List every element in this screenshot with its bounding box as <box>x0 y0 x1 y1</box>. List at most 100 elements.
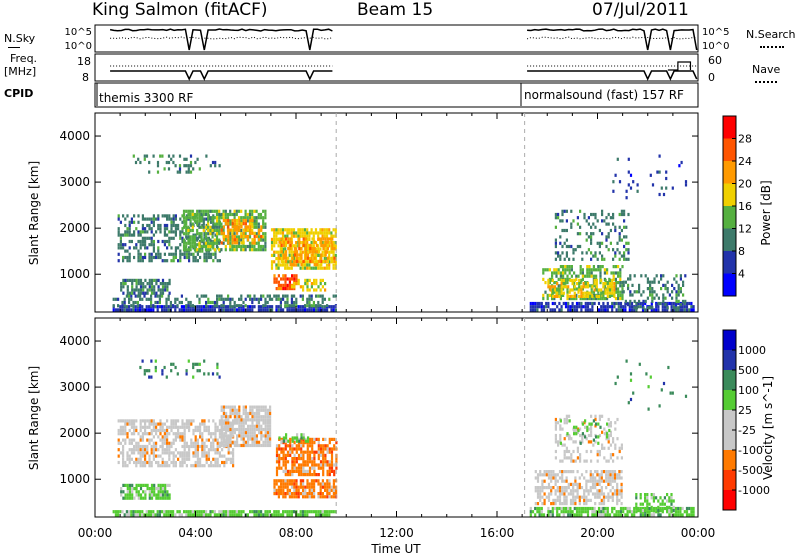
data-cell <box>248 216 252 220</box>
data-cell <box>590 427 593 431</box>
data-cell <box>284 444 287 448</box>
data-cell <box>330 466 334 470</box>
data-cell <box>590 440 593 444</box>
data-cell <box>291 256 294 260</box>
data-cell <box>207 222 210 226</box>
data-cell <box>575 510 579 514</box>
data-cell <box>251 222 254 226</box>
data-cell <box>594 502 597 506</box>
data-cell <box>567 513 570 517</box>
data-cell <box>251 209 254 213</box>
data-cell <box>603 432 606 436</box>
data-cell <box>141 217 144 221</box>
data-cell <box>546 297 549 301</box>
data-cell <box>670 513 673 517</box>
data-cell <box>154 513 157 517</box>
data-cell <box>280 488 283 492</box>
data-cell <box>161 438 164 442</box>
data-cell <box>556 479 559 483</box>
data-cell <box>130 457 133 461</box>
data-cell <box>139 419 142 423</box>
data-cell <box>213 241 216 245</box>
data-cell <box>633 308 636 312</box>
data-cell <box>185 422 188 426</box>
data-cell <box>233 248 236 252</box>
data-cell <box>166 483 169 487</box>
data-cell <box>319 466 323 470</box>
data-cell <box>679 290 682 294</box>
data-cell <box>299 285 302 289</box>
data-cell <box>229 434 232 438</box>
data-cell <box>196 209 199 213</box>
data-cell <box>562 285 565 289</box>
colorbar-tick-label: 8 <box>738 245 745 258</box>
data-cell <box>690 506 693 511</box>
data-cell <box>232 448 235 452</box>
data-cell <box>550 502 553 506</box>
data-cell <box>222 228 225 233</box>
data-cell <box>638 299 641 303</box>
data-cell <box>330 234 333 238</box>
data-cell <box>182 219 186 223</box>
data-cell <box>282 495 285 499</box>
data-cell <box>297 228 300 232</box>
data-cell <box>637 509 640 513</box>
data-cell <box>598 251 601 255</box>
colorbar-swatch <box>723 430 736 450</box>
data-cell <box>135 464 138 468</box>
data-cell <box>650 509 653 513</box>
data-cell <box>311 247 314 251</box>
data-cell <box>630 308 634 312</box>
data-cell <box>237 244 241 249</box>
data-cell <box>670 502 673 506</box>
data-cell <box>207 244 210 249</box>
data-cell <box>582 282 585 286</box>
data-cell <box>557 277 560 281</box>
data-cell <box>212 464 215 468</box>
data-cell <box>662 296 665 300</box>
data-cell <box>148 419 151 423</box>
data-cell <box>139 493 143 497</box>
data-cell <box>565 498 568 502</box>
data-cell <box>137 282 140 286</box>
data-cell <box>135 448 138 452</box>
data-cell <box>607 248 610 252</box>
data-cell <box>317 453 320 457</box>
data-cell <box>220 431 223 435</box>
data-cell <box>328 263 331 267</box>
data-cell <box>167 154 171 158</box>
data-cell <box>200 235 203 239</box>
data-cell <box>556 510 559 514</box>
data-cell <box>207 241 210 245</box>
data-cell <box>150 510 153 514</box>
data-cell <box>218 305 221 309</box>
data-cell <box>238 431 241 435</box>
data-cell <box>290 510 293 514</box>
data-cell <box>592 222 595 226</box>
data-cell <box>598 228 601 233</box>
data-cell <box>277 280 280 284</box>
data-cell <box>610 293 613 297</box>
data-cell <box>282 485 285 489</box>
data-cell <box>253 415 256 419</box>
data-cell <box>592 254 595 258</box>
data-cell <box>547 510 550 514</box>
data-cell <box>666 509 669 513</box>
data-cell <box>146 438 149 442</box>
data-cell <box>559 271 562 275</box>
data-cell <box>299 231 302 235</box>
data-cell <box>581 432 584 436</box>
data-cell <box>612 222 615 226</box>
data-cell <box>666 287 669 291</box>
data-cell <box>220 415 223 419</box>
data-cell <box>156 160 160 165</box>
data-cell <box>133 432 136 436</box>
data-cell <box>309 250 312 254</box>
data-cell <box>199 428 202 433</box>
data-cell <box>185 232 188 236</box>
data-cell <box>161 464 164 468</box>
data-cell <box>588 265 591 269</box>
data-cell <box>189 308 192 312</box>
data-cell <box>536 486 540 490</box>
data-cell <box>209 238 212 242</box>
